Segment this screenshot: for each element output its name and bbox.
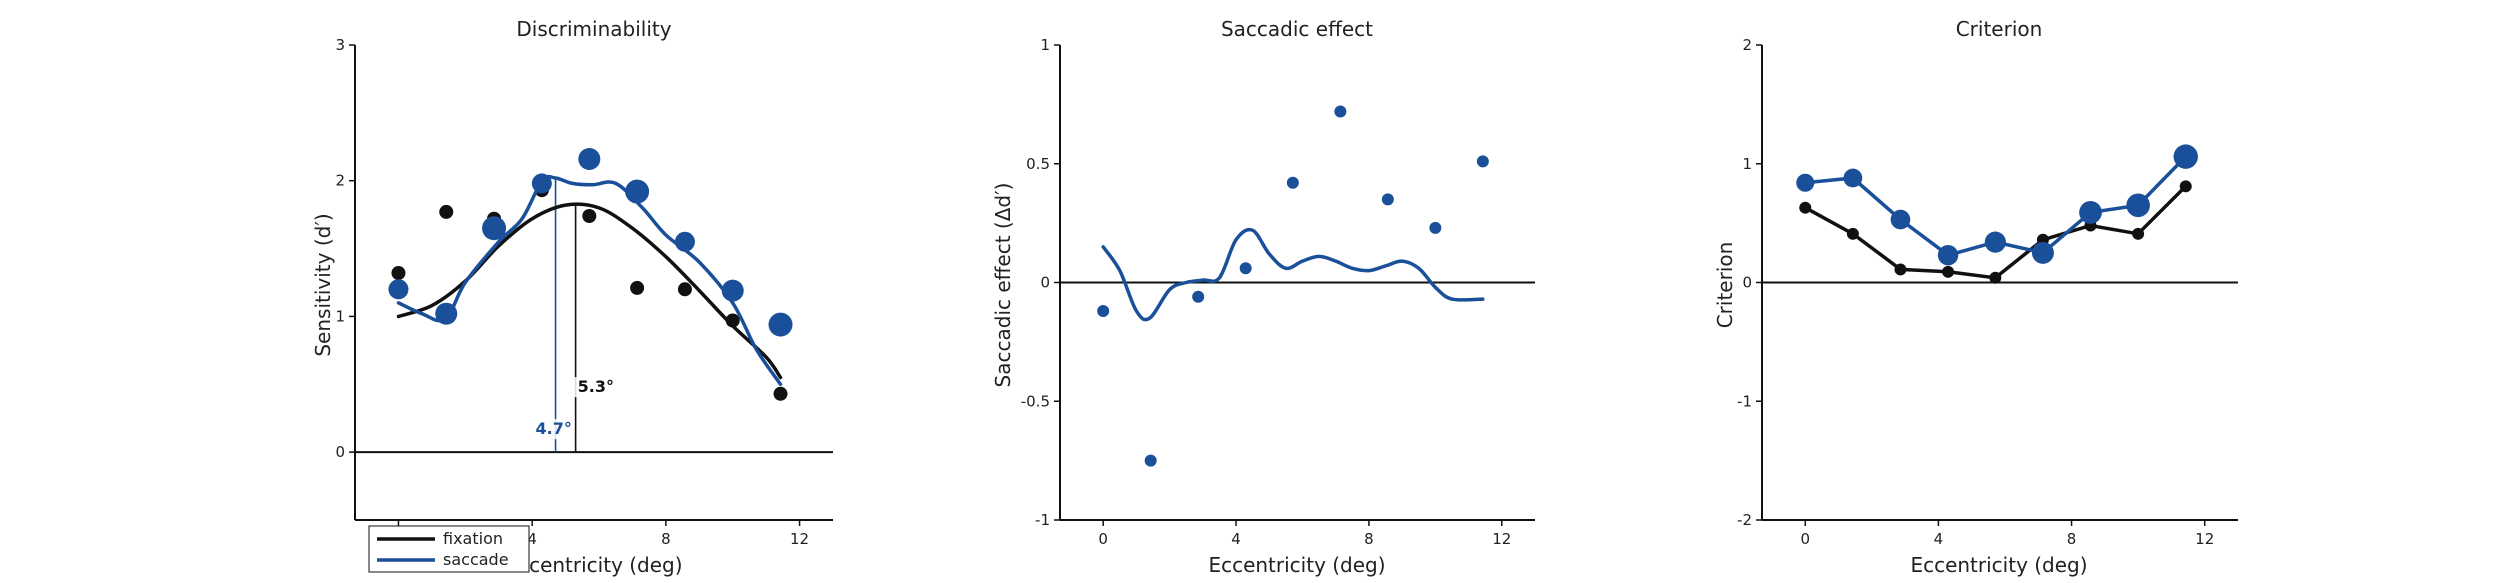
fixation-point xyxy=(1942,265,1955,278)
saccade-point xyxy=(435,302,458,325)
fixation-point xyxy=(439,204,454,219)
fixation-point xyxy=(1894,263,1907,276)
y-tick-label: -1 xyxy=(1035,511,1050,529)
saccade-point xyxy=(768,312,793,337)
x-tick-label: 12 xyxy=(2195,530,2214,548)
saccade-point xyxy=(1097,305,1110,317)
chart-title: Discriminability xyxy=(516,17,671,41)
y-tick-label: 0.5 xyxy=(1026,155,1050,173)
fixation-point xyxy=(725,313,740,328)
saccade-point xyxy=(482,216,507,241)
x-tick-label: 12 xyxy=(1492,530,1511,548)
saccade-point xyxy=(1334,105,1347,118)
saccade-point xyxy=(1476,155,1489,168)
saccade-fit-curve xyxy=(1101,227,1485,322)
y-tick-label: 2 xyxy=(1742,36,1752,54)
fixation-point xyxy=(630,280,645,295)
saccade-point xyxy=(1796,173,1815,192)
x-tick-label: 8 xyxy=(1364,530,1374,548)
x-tick-label: 12 xyxy=(790,530,809,548)
y-axis-label: Criterion xyxy=(1713,242,1737,329)
x-axis-label: Eccentricity (deg) xyxy=(1208,553,1385,577)
saccade-point xyxy=(1937,244,1959,266)
y-tick-label: -0.5 xyxy=(1021,392,1050,410)
fixation-point xyxy=(391,266,406,280)
x-tick-label: 0 xyxy=(1098,530,1108,548)
x-axis-label: Eccentricity (deg) xyxy=(505,553,682,577)
saccade-point xyxy=(625,179,650,204)
x-tick-label: 4 xyxy=(1231,530,1241,548)
chart-title: Saccadic effect xyxy=(1221,17,1373,41)
fixation-point xyxy=(773,386,788,401)
saccade-peak-label: 4.7° xyxy=(536,419,572,438)
y-tick-label: 1 xyxy=(335,307,345,325)
legend-box xyxy=(368,525,530,573)
saccade-point xyxy=(674,231,695,252)
saccade-point xyxy=(578,148,601,170)
fixation-point xyxy=(1846,227,1859,240)
saccade-point xyxy=(1381,193,1394,206)
x-tick-label: 8 xyxy=(661,530,671,548)
panel-saccadic-effect: Saccadic effect Eccentricity (deg) Sacca… xyxy=(991,17,1535,577)
saccade-point xyxy=(2126,193,2150,218)
x-tick-label: 0 xyxy=(1800,530,1810,548)
panel-criterion: Criterion Eccentricity (deg) Criterion 0… xyxy=(1713,17,2238,577)
y-tick-label: 1 xyxy=(1040,36,1050,54)
legend-saccade-label: saccade xyxy=(443,550,509,569)
y-tick-label: 0 xyxy=(1742,274,1752,292)
y-tick-label: 0 xyxy=(1040,274,1050,292)
saccade-point xyxy=(2079,201,2102,224)
saccade-point xyxy=(1192,290,1205,303)
saccade-point xyxy=(1984,231,2006,253)
x-tick-label: 8 xyxy=(2067,530,2077,548)
y-axis-label: Saccadic effect (Δd′) xyxy=(991,183,1015,388)
legend-fixation-label: fixation xyxy=(443,529,503,548)
y-tick-label: -2 xyxy=(1737,511,1752,529)
saccade-point xyxy=(1144,454,1157,467)
saccade-point xyxy=(1890,209,1911,230)
fixation-point xyxy=(677,282,692,297)
fixation-point xyxy=(1799,201,1812,214)
saccade-point xyxy=(1429,221,1442,234)
saccade-point xyxy=(531,173,552,194)
y-tick-label: 2 xyxy=(335,172,345,190)
fixation-point xyxy=(2179,180,2192,193)
fixation-peak-label: 5.3° xyxy=(578,377,614,396)
saccade-point xyxy=(1286,176,1299,189)
peak-label-bg xyxy=(573,377,612,398)
peak-label-bg xyxy=(531,419,570,440)
fixation-point xyxy=(2132,227,2145,240)
x-tick-label: 4 xyxy=(527,530,537,548)
fixation-point xyxy=(582,209,597,223)
y-tick-label: -1 xyxy=(1737,392,1752,410)
saccade-point xyxy=(1239,262,1252,275)
x-tick-label: 4 xyxy=(1934,530,1944,548)
x-axis-label: Eccentricity (deg) xyxy=(1910,553,2087,577)
y-axis-label: Sensitivity (d′) xyxy=(311,213,335,356)
fixation-point xyxy=(1989,271,2002,284)
panel-discriminability: Discriminability Eccentricity (deg) Sens… xyxy=(311,17,833,577)
y-tick-label: 3 xyxy=(335,36,345,54)
saccade-fit-curve xyxy=(396,174,783,387)
saccade-point xyxy=(388,279,409,300)
chart-title: Criterion xyxy=(1956,17,2043,41)
saccade-point xyxy=(2173,144,2198,169)
y-tick-label: 0 xyxy=(335,443,345,461)
saccade-point xyxy=(721,279,744,302)
saccade-point xyxy=(1843,168,1863,188)
y-tick-label: 1 xyxy=(1742,155,1752,173)
saccade-point xyxy=(2031,241,2054,264)
